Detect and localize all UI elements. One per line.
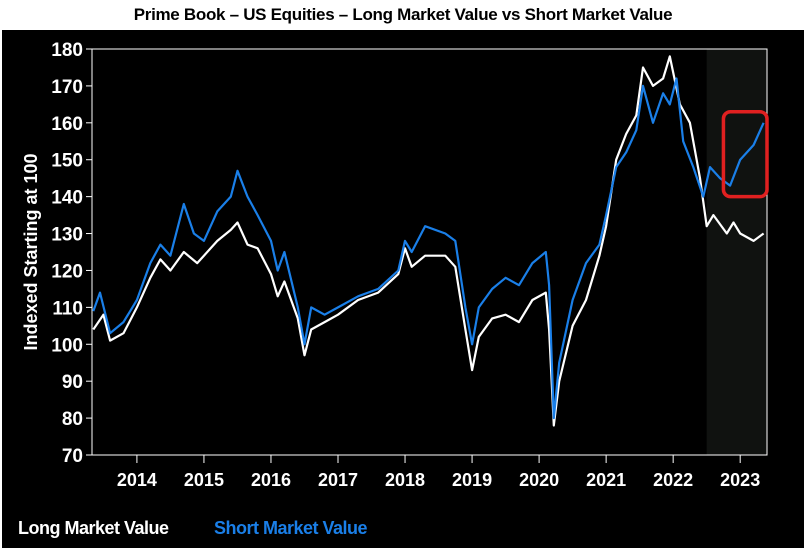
- x-tick-label: 2021: [586, 470, 626, 490]
- y-tick-label: 140: [51, 188, 83, 209]
- x-tick-label: 2017: [318, 470, 358, 490]
- x-tick-label: 2016: [251, 470, 291, 490]
- shaded-region: [706, 49, 767, 455]
- legend-short: Short Market Value: [214, 518, 368, 538]
- x-tick-label: 2018: [385, 470, 425, 490]
- y-tick-label: 150: [51, 151, 83, 172]
- y-tick-label: 160: [51, 114, 83, 135]
- plot-frame: [91, 48, 768, 456]
- y-axis-label: Indexed Starting at 100: [21, 153, 41, 350]
- y-tick-label: 120: [51, 261, 83, 282]
- y-tick-label: 90: [62, 372, 83, 393]
- y-tick-label: 170: [51, 77, 83, 98]
- y-tick-label: 130: [51, 225, 83, 246]
- series-line-long: [92, 55, 765, 427]
- x-tick-label: 2020: [519, 470, 559, 490]
- x-tick-label: 2023: [720, 470, 760, 490]
- x-tick-label: 2015: [184, 470, 224, 490]
- series-line-short: [92, 77, 765, 420]
- x-tick-label: 2019: [452, 470, 492, 490]
- y-tick-label: 100: [51, 335, 83, 356]
- y-tick-label: 80: [62, 409, 83, 430]
- y-tick-label: 110: [52, 298, 83, 319]
- y-tick-label: 180: [51, 40, 83, 61]
- highlight-box: [721, 109, 769, 199]
- legend-long: Long Market Value: [18, 518, 169, 538]
- y-tick-label: 70: [62, 446, 83, 467]
- chart-panel: [2, 30, 804, 548]
- x-tick-label: 2014: [117, 470, 157, 490]
- chart-title: Prime Book – US Equities – Long Market V…: [0, 0, 806, 30]
- x-tick-label: 2022: [653, 470, 693, 490]
